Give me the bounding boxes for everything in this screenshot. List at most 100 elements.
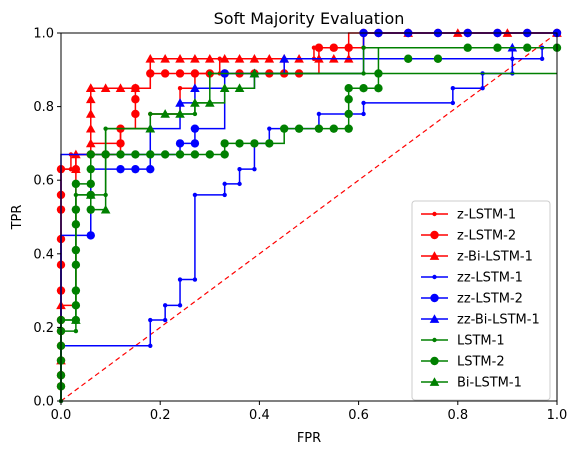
data-point-lstm-2	[523, 43, 532, 52]
data-point-zz-lstm-2	[116, 164, 125, 174]
y-tick-label: 0.2	[33, 321, 54, 336]
data-point-zz-lstm-2	[146, 164, 155, 174]
data-point-lstm-2	[71, 179, 81, 189]
data-point-z-bi-lstm-1	[85, 94, 96, 104]
legend-label: z-LSTM-1	[457, 208, 516, 223]
legend-item-z-bi-lstm-1: z-Bi-LSTM-1	[421, 250, 533, 265]
data-point-z-lstm-2	[329, 43, 338, 52]
legend-marker	[432, 337, 437, 343]
legend-label: Bi-LSTM-1	[457, 376, 522, 391]
legend-box	[411, 200, 551, 401]
chart-title: Soft Majority Evaluation	[214, 9, 405, 28]
data-point-z-bi-lstm-1	[190, 53, 200, 63]
legend-marker	[430, 356, 439, 366]
data-point-z-bi-lstm-1	[264, 53, 275, 63]
data-point-bi-lstm-1	[175, 109, 185, 118]
data-point-z-bi-lstm-1	[100, 83, 111, 93]
data-point-lstm-2	[116, 150, 125, 159]
data-point-z-bi-lstm-1	[205, 53, 215, 63]
data-point-bi-lstm-1	[85, 190, 96, 199]
data-point-z-bi-lstm-1	[160, 53, 170, 63]
legend-marker	[430, 230, 439, 240]
data-point-lstm-2	[205, 150, 214, 159]
data-point-lstm-2	[314, 124, 324, 133]
data-point-lstm-2	[86, 164, 95, 174]
data-point-lstm-1	[361, 45, 366, 50]
data-point-bi-lstm-1	[145, 123, 156, 133]
legend-item-lstm-2: LSTM-2	[421, 355, 505, 370]
plot-area	[56, 28, 562, 404]
y-tick-label: 1.0	[33, 27, 54, 42]
series-bi-lstm-1	[60, 68, 557, 401]
data-point-lstm-2	[404, 54, 413, 63]
legend-marker	[429, 251, 440, 260]
x-tick-label: 0.4	[249, 408, 270, 423]
data-point-bi-lstm-1	[71, 315, 81, 324]
legend-marker	[432, 211, 437, 217]
y-ticks: 0.0 0.2 0.4 0.6 0.8 1.0	[33, 27, 61, 410]
data-point-lstm-2	[131, 150, 140, 159]
data-point-z-lstm-2	[131, 95, 140, 104]
x-tick-label: 0.8	[447, 408, 468, 423]
data-point-lstm-2	[86, 150, 95, 159]
data-point-zz-lstm-1	[237, 181, 242, 187]
data-point-lstm-2	[175, 150, 185, 159]
x-ticks: 0.0 0.2 0.4 0.6 0.8 1.0	[51, 401, 567, 423]
data-point-bi-lstm-1	[100, 204, 111, 214]
data-point-zz-lstm-1	[361, 100, 366, 106]
data-point-bi-lstm-1	[249, 68, 260, 78]
data-point-bi-lstm-1	[234, 83, 245, 93]
data-point-zz-lstm-2	[175, 139, 185, 148]
data-point-lstm-1	[207, 71, 212, 76]
legend-label: z-LSTM-2	[457, 229, 516, 244]
legend-item-z-lstm-1: z-LSTM-1	[421, 208, 516, 223]
x-tick-label: 0.2	[150, 408, 171, 423]
legend-marker	[430, 293, 439, 303]
data-point-zz-lstm-1	[162, 317, 168, 323]
data-point-z-lstm-2	[131, 109, 140, 119]
x-tick-label: 0.0	[51, 408, 72, 423]
data-point-z-bi-lstm-1	[85, 109, 96, 118]
data-point-lstm-2	[433, 54, 443, 63]
data-point-zz-bi-lstm-1	[175, 98, 185, 107]
data-point-lstm-2	[374, 84, 383, 93]
data-point-z-lstm-2	[175, 69, 185, 78]
data-point-lstm-1	[73, 328, 79, 334]
data-point-z-bi-lstm-1	[115, 83, 126, 93]
data-point-lstm-2	[160, 150, 170, 159]
data-point-bi-lstm-1	[205, 98, 215, 107]
legend-marker	[429, 314, 440, 323]
legend-label: zz-LSTM-2	[457, 292, 523, 307]
data-point-z-lstm-2	[160, 69, 170, 78]
x-tick-label: 0.6	[348, 408, 369, 423]
data-point-z-bi-lstm-1	[85, 138, 96, 148]
legend-item-zz-lstm-1: zz-LSTM-1	[421, 271, 523, 286]
data-point-zz-lstm-2	[131, 164, 140, 174]
data-point-z-bi-lstm-1	[85, 123, 96, 133]
data-point-zz-bi-lstm-1	[279, 53, 289, 63]
data-point-z-bi-lstm-1	[234, 53, 245, 63]
data-point-z-bi-lstm-1	[249, 53, 260, 63]
data-point-zz-lstm-2	[86, 231, 95, 240]
data-point-lstm-2	[294, 124, 304, 133]
data-point-zz-lstm-1	[177, 303, 183, 308]
data-point-lstm-2	[463, 43, 472, 52]
legend-label: LSTM-2	[457, 355, 505, 370]
chance-diagonal-line	[60, 32, 558, 402]
data-point-lstm-2	[265, 139, 274, 148]
data-point-bi-lstm-1	[190, 98, 200, 107]
data-point-z-bi-lstm-1	[85, 83, 96, 93]
data-point-lstm-2	[344, 95, 353, 104]
data-point-bi-lstm-1	[219, 83, 230, 93]
y-tick-label: 0.6	[33, 174, 54, 189]
legend-label: LSTM-1	[457, 334, 505, 349]
data-point-lstm-2	[280, 124, 289, 133]
data-point-lstm-2	[344, 124, 353, 133]
data-point-lstm-2	[220, 150, 229, 159]
data-point-lstm-2	[86, 179, 95, 189]
data-point-zz-lstm-1	[192, 277, 198, 282]
data-point-lstm-2	[493, 43, 502, 52]
data-point-zz-lstm-1	[162, 303, 168, 308]
data-point-zz-lstm-2	[190, 139, 200, 148]
